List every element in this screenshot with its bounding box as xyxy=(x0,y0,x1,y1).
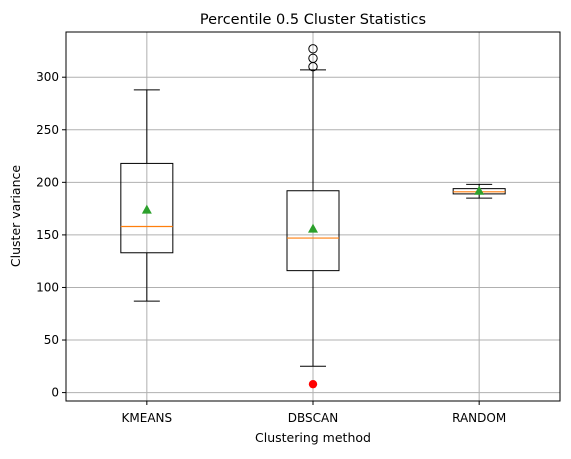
y-tick-label: 300 xyxy=(36,70,59,84)
x-tick-label: KMEANS xyxy=(122,411,173,425)
x-tick-label: RANDOM xyxy=(452,411,506,425)
x-axis-label: Clustering method xyxy=(255,430,371,445)
highlighted-point xyxy=(309,380,317,388)
y-tick-label: 150 xyxy=(36,228,59,242)
y-tick-label: 50 xyxy=(44,333,59,347)
chart-title: Percentile 0.5 Cluster Statistics xyxy=(200,12,426,28)
y-tick-label: 200 xyxy=(36,175,59,189)
y-axis-label: Cluster variance xyxy=(8,165,23,267)
y-tick-label: 250 xyxy=(36,123,59,137)
y-tick-label: 0 xyxy=(51,386,59,400)
y-tick-label: 100 xyxy=(36,280,59,294)
x-tick-label: DBSCAN xyxy=(288,411,338,425)
